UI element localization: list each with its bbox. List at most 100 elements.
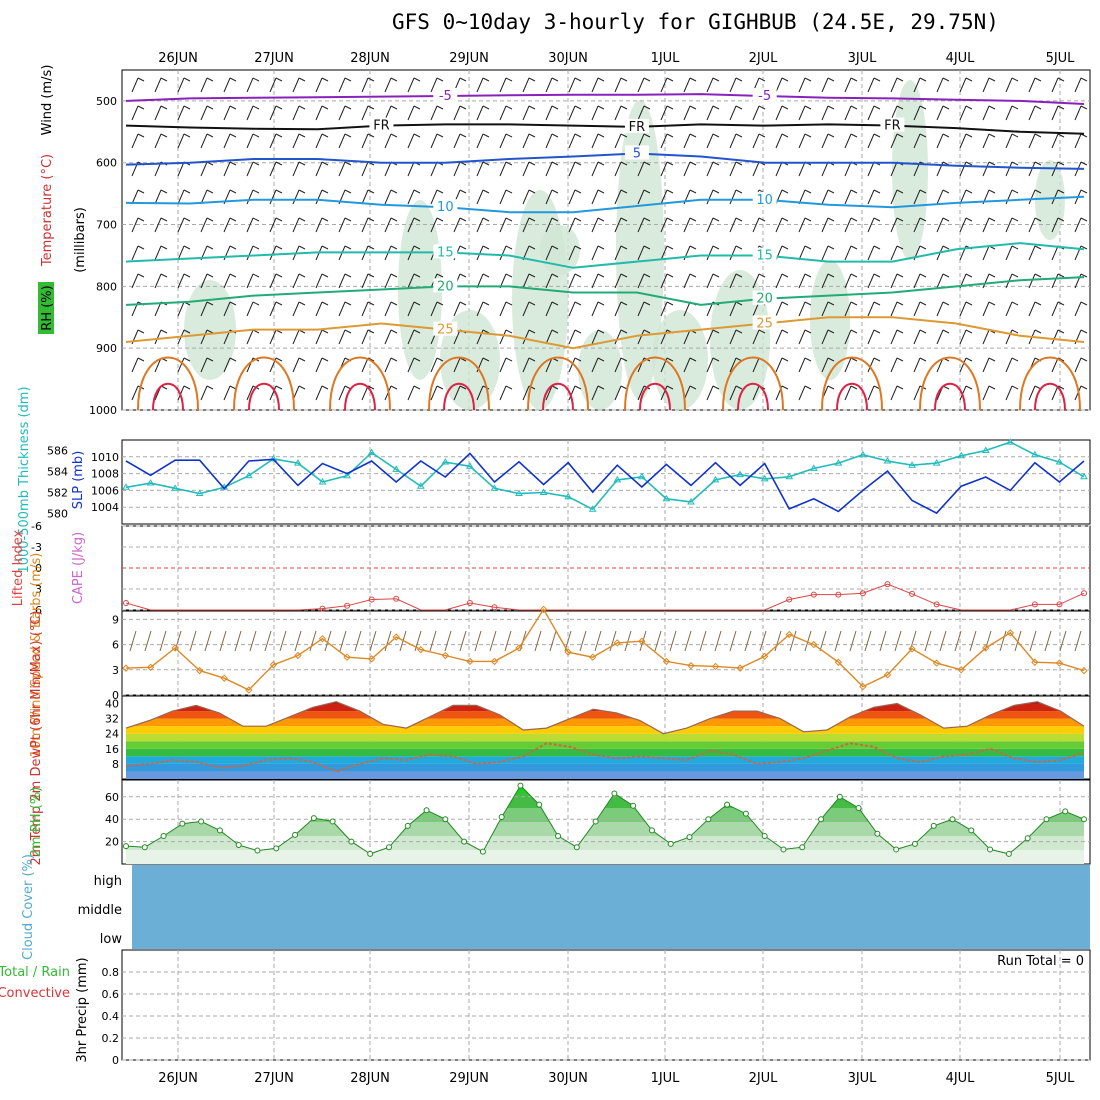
rh-point xyxy=(216,827,223,834)
rh-shading xyxy=(578,330,622,410)
wind-barb-staff xyxy=(867,161,875,177)
wind-barb-flag xyxy=(597,357,605,362)
wind-barb-staff xyxy=(1005,189,1013,205)
wind-barb-flag xyxy=(551,385,559,390)
temp-contour-25 xyxy=(125,316,1085,350)
wind-barb-upper xyxy=(913,189,927,205)
wind-barb-10m xyxy=(324,630,332,652)
wind-barb-upper xyxy=(821,329,835,345)
contour-label-bg xyxy=(624,145,649,160)
wind-barb-staff xyxy=(637,329,645,345)
wind-speed-point xyxy=(883,671,892,679)
temp-tick-label: 24 xyxy=(105,728,119,741)
wind-barb-flag xyxy=(850,301,858,306)
wind-barb-upper xyxy=(890,273,904,289)
wind-barb-staff xyxy=(131,357,139,373)
wind-barb-10m xyxy=(639,630,647,652)
wind-barb-upper xyxy=(200,329,214,345)
wind-barb-upper xyxy=(775,357,789,373)
warm-lobe xyxy=(233,356,295,411)
thickness-point xyxy=(883,457,892,464)
wind-barb-upper xyxy=(752,329,766,345)
wind-barb-staff xyxy=(407,161,415,177)
thickness-point xyxy=(539,488,548,495)
wind-barb-staff xyxy=(591,189,599,205)
wind-barb-10m xyxy=(534,630,542,652)
wind-barb-flag xyxy=(896,189,904,194)
wind-barb-staff xyxy=(522,217,530,233)
wind-barb-flag xyxy=(551,273,559,278)
wind-speed-point xyxy=(908,645,916,653)
wind-barb-staff xyxy=(867,217,875,233)
wind-barb-upper xyxy=(453,217,467,233)
wind-barb-staff xyxy=(453,385,461,401)
date-label-top: 28JUN xyxy=(350,51,390,66)
wind-barb-staff xyxy=(591,217,599,233)
wind-barb-upper xyxy=(154,105,168,121)
wind-speed-point xyxy=(490,657,499,666)
wind-barb-staff xyxy=(430,189,438,205)
wind-barb-flag xyxy=(804,357,812,362)
wind-barb-flag xyxy=(505,329,513,334)
thickness-point xyxy=(343,471,351,479)
wind-barb-upper xyxy=(706,161,720,177)
wind-barb-upper xyxy=(775,105,789,121)
wind-speed-point xyxy=(466,657,474,666)
wind-speed-line xyxy=(125,607,1085,691)
wind-barb-flag xyxy=(413,77,421,82)
wind-barb-upper xyxy=(1005,385,1019,401)
wind-barb-flag xyxy=(1057,385,1065,390)
wind-barb-staff xyxy=(499,133,507,149)
wind-barb-staff xyxy=(453,301,461,317)
hot-lobe xyxy=(836,382,868,411)
wind-barb-upper xyxy=(154,329,168,345)
wind-barb-staff xyxy=(591,301,599,317)
wind-barb-flag xyxy=(712,329,720,334)
wind-barb-flag xyxy=(666,273,674,278)
hot-lobe xyxy=(737,382,769,411)
wind-barb-flag xyxy=(965,301,973,306)
wind-barb-10m xyxy=(219,630,227,652)
wind-barb-staff xyxy=(890,329,898,345)
thickness-line xyxy=(125,441,1085,511)
wind-barb-staff xyxy=(1051,217,1059,233)
wind-barb-flag xyxy=(873,133,881,138)
wind-barb-flag xyxy=(735,161,743,166)
contour-label-bg xyxy=(752,290,777,305)
wind-barb-upper xyxy=(729,385,743,401)
wind-barb-upper xyxy=(936,189,950,205)
wind-barb-staff xyxy=(361,217,369,233)
wind-barb-staff xyxy=(913,133,921,149)
cloud-level-label: low xyxy=(100,932,123,947)
wind-barb-upper xyxy=(890,133,904,149)
wind-barb-flag xyxy=(712,385,720,390)
wind-barb-upper xyxy=(959,357,973,373)
wind-barb-staff xyxy=(752,161,760,177)
wind-barb-upper xyxy=(614,189,628,205)
wind-barb-flag xyxy=(758,105,766,110)
wind-barb-flag xyxy=(1011,357,1019,362)
wind-barb-upper xyxy=(637,217,651,233)
wind-barb-upper xyxy=(131,189,145,205)
wind-barb-flag xyxy=(597,105,605,110)
temp-tick-label: 8 xyxy=(112,758,119,771)
lifted-index-point xyxy=(466,600,473,606)
wind-barb-flag xyxy=(896,217,904,222)
wind-barb-staff xyxy=(614,385,622,401)
contour-label-bg xyxy=(752,87,777,102)
temp-band xyxy=(126,733,1084,742)
wind-barb-upper xyxy=(338,161,352,177)
wind-barb-staff xyxy=(131,385,139,401)
wind-barb-upper xyxy=(361,77,375,93)
wind-barb-upper xyxy=(844,273,858,289)
wind-barb-flag xyxy=(666,245,674,250)
wind-barb-flag xyxy=(919,245,927,250)
wind-barb-staff xyxy=(269,385,277,401)
wind-barb-staff xyxy=(1051,245,1059,261)
wind-barb-staff xyxy=(407,105,415,121)
wind-barb-staff xyxy=(246,105,254,121)
wind-barb-10m xyxy=(504,630,512,652)
wind-barb-upper xyxy=(315,329,329,345)
chart-title: GFS 0~10day 3-hourly for GIGHBUB (24.5E,… xyxy=(392,10,999,34)
wind-barb-upper xyxy=(913,77,927,93)
